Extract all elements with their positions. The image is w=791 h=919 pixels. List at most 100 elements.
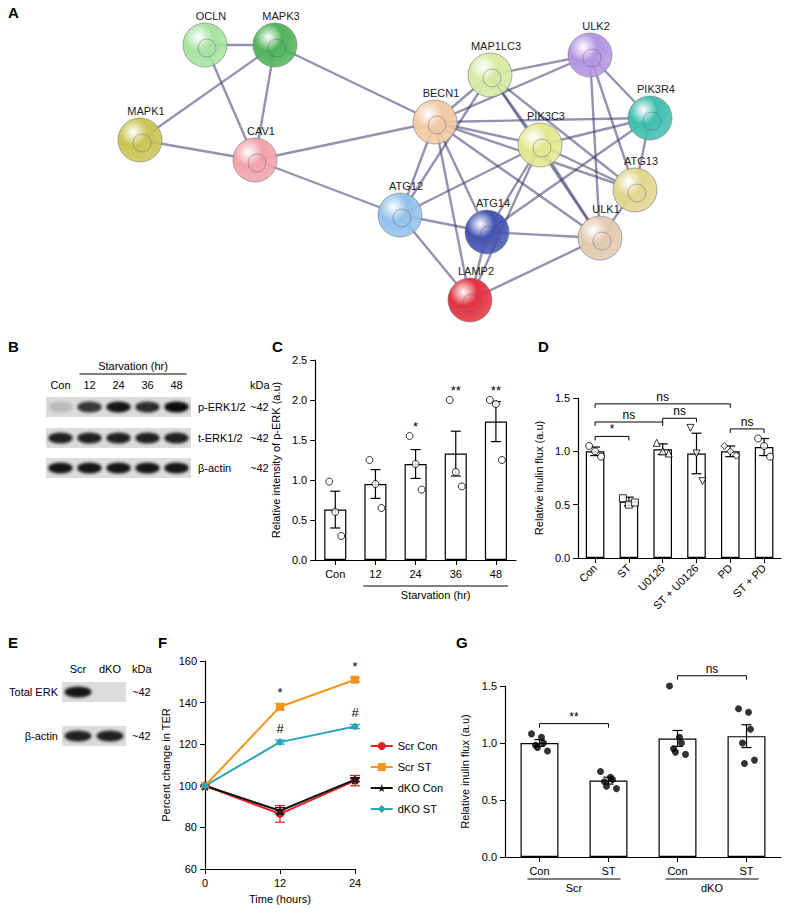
svg-text:BECN1: BECN1 (423, 87, 460, 99)
svg-text:2.0: 2.0 (292, 394, 307, 406)
svg-text:MAPK1: MAPK1 (127, 105, 164, 117)
svg-text:0.0: 0.0 (555, 552, 570, 564)
svg-text:F: F (158, 634, 167, 651)
svg-text:ST: ST (615, 562, 634, 581)
svg-text:ns: ns (623, 408, 636, 422)
svg-text:~42: ~42 (250, 401, 269, 413)
svg-text:ATG12: ATG12 (389, 180, 423, 192)
svg-text:U0126: U0126 (636, 562, 667, 593)
svg-text:Relative intensity of p-ERK (a: Relative intensity of p-ERK (a.u) (270, 382, 282, 539)
svg-text:Total ERK: Total ERK (9, 686, 59, 698)
svg-text:ATG14: ATG14 (476, 197, 510, 209)
svg-text:Con: Con (325, 568, 345, 580)
svg-text:ULK1: ULK1 (592, 203, 620, 215)
svg-text:ULK2: ULK2 (582, 20, 610, 32)
svg-text:**: ** (569, 710, 579, 724)
svg-text:dKO ST: dKO ST (398, 803, 437, 815)
svg-text:12: 12 (369, 568, 381, 580)
svg-text:*: * (352, 659, 357, 674)
svg-text:G: G (456, 634, 468, 651)
svg-text:12: 12 (274, 877, 286, 889)
svg-text:p-ERK1/2: p-ERK1/2 (198, 401, 246, 413)
svg-text:PIK3R4: PIK3R4 (637, 83, 675, 95)
svg-text:ns: ns (656, 390, 669, 404)
svg-text:Relative inulin flux (a.u): Relative inulin flux (a.u) (459, 714, 471, 828)
svg-text:PIK3C3: PIK3C3 (527, 110, 565, 122)
svg-text:OCLN: OCLN (196, 10, 227, 22)
svg-text:~42: ~42 (132, 730, 151, 742)
svg-text:Starvation (hr): Starvation (hr) (98, 360, 168, 372)
svg-text:1.0: 1.0 (482, 737, 497, 749)
svg-text:2.5: 2.5 (292, 354, 307, 366)
svg-text:E: E (8, 634, 18, 651)
svg-text:CAV1: CAV1 (247, 125, 275, 137)
svg-text:**: ** (491, 383, 501, 398)
svg-text:Scr ST: Scr ST (398, 761, 432, 773)
svg-text:β-actin: β-actin (198, 462, 231, 474)
svg-text:β-actin: β-actin (25, 730, 58, 742)
svg-text:48: 48 (170, 379, 182, 391)
svg-text:1.0: 1.0 (292, 474, 307, 486)
svg-text:24: 24 (112, 379, 124, 391)
svg-text:ST: ST (601, 865, 615, 877)
svg-text:140: 140 (179, 697, 197, 709)
svg-text:0.0: 0.0 (292, 554, 307, 566)
svg-text:Time (hours): Time (hours) (249, 893, 311, 905)
svg-text:36: 36 (141, 379, 153, 391)
svg-text:1.0: 1.0 (555, 445, 570, 457)
svg-text:C: C (272, 338, 283, 355)
svg-text:ns: ns (706, 662, 719, 676)
svg-text:kDa: kDa (250, 379, 270, 391)
svg-text:48: 48 (490, 568, 502, 580)
svg-text:Scr Con: Scr Con (398, 740, 438, 752)
svg-text:1.5: 1.5 (555, 392, 570, 404)
svg-text:0.5: 0.5 (482, 794, 497, 806)
svg-text:24: 24 (349, 877, 361, 889)
svg-text:Starvation (hr): Starvation (hr) (401, 589, 471, 601)
svg-text:Scr: Scr (70, 663, 87, 675)
svg-text:*: * (610, 422, 615, 436)
svg-text:120: 120 (179, 738, 197, 750)
svg-text:*: * (277, 685, 282, 700)
svg-text:MAP1LC3: MAP1LC3 (471, 40, 521, 52)
svg-text:80: 80 (185, 821, 197, 833)
svg-text:A: A (8, 4, 19, 21)
svg-text:Scr: Scr (566, 882, 583, 894)
svg-text:100: 100 (179, 780, 197, 792)
svg-text:B: B (8, 338, 19, 355)
svg-text:dKO: dKO (701, 882, 723, 894)
svg-text:ST + PD: ST + PD (730, 562, 768, 600)
svg-text:12: 12 (83, 379, 95, 391)
svg-text:dKO Con: dKO Con (398, 782, 443, 794)
svg-text:ns: ns (673, 404, 686, 418)
svg-text:Con: Con (50, 379, 70, 391)
svg-text:~42: ~42 (250, 462, 269, 474)
svg-text:Con: Con (529, 865, 549, 877)
svg-text:~42: ~42 (132, 686, 151, 698)
svg-text:0.0: 0.0 (482, 851, 497, 863)
svg-text:**: ** (451, 383, 461, 398)
svg-text:#: # (276, 721, 284, 736)
svg-text:1.5: 1.5 (482, 680, 497, 692)
svg-text:ns: ns (741, 415, 754, 429)
svg-text:60: 60 (185, 863, 197, 875)
svg-text:dKO: dKO (99, 663, 121, 675)
svg-text:0.5: 0.5 (555, 499, 570, 511)
svg-text:0: 0 (202, 877, 208, 889)
svg-text:36: 36 (450, 568, 462, 580)
svg-text:ST: ST (739, 865, 753, 877)
svg-text:PD: PD (715, 562, 734, 581)
svg-text:t-ERK1/2: t-ERK1/2 (198, 432, 243, 444)
svg-text:1.5: 1.5 (292, 434, 307, 446)
svg-text:Percent change in TER: Percent change in TER (160, 708, 172, 822)
svg-text:LAMP2: LAMP2 (458, 265, 494, 277)
svg-text:0.5: 0.5 (292, 514, 307, 526)
svg-text:kDa: kDa (132, 663, 152, 675)
svg-text:Relative inulin flux (a.u): Relative inulin flux (a.u) (533, 421, 545, 535)
svg-text:#: # (351, 705, 359, 720)
svg-text:Con: Con (667, 865, 687, 877)
svg-text:ATG13: ATG13 (624, 155, 658, 167)
svg-text:MAPK3: MAPK3 (262, 10, 299, 22)
svg-text:D: D (538, 338, 549, 355)
svg-text:Con: Con (577, 562, 600, 585)
